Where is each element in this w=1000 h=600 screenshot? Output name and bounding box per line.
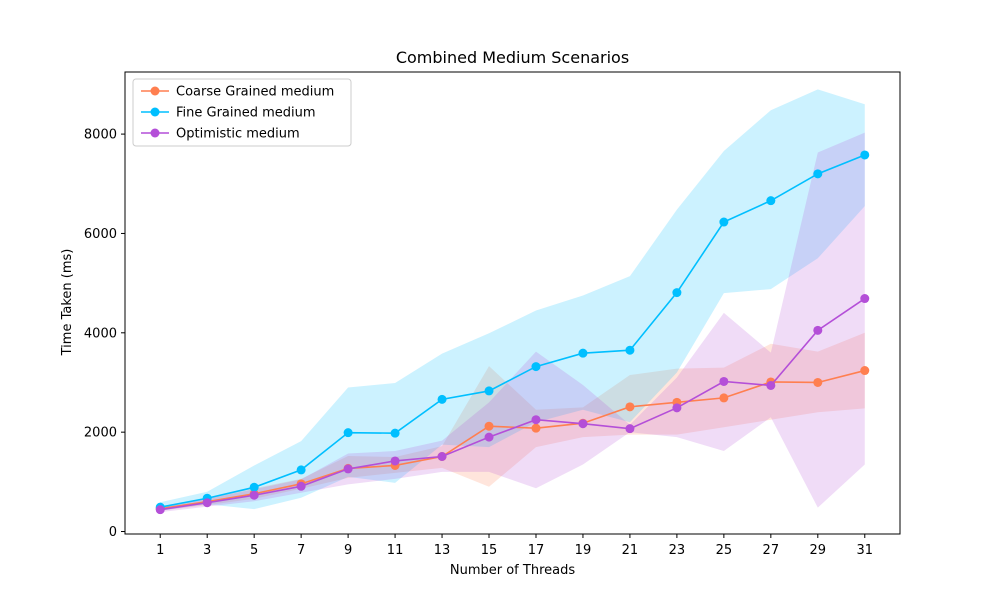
legend: Coarse Grained medium Fine Grained medium… <box>132 78 352 147</box>
point-series-1 <box>813 377 823 387</box>
x-tick-label: 13 <box>434 543 451 558</box>
legend-marker <box>150 86 160 96</box>
point-series-2 <box>672 288 682 298</box>
legend-label: Optimistic medium <box>176 127 300 142</box>
x-tick-label: 29 <box>810 543 827 558</box>
y-tick-label: 2000 <box>84 426 117 441</box>
point-series-3 <box>578 419 588 429</box>
point-series-1 <box>719 393 729 403</box>
point-series-3 <box>813 325 823 335</box>
point-series-2 <box>531 362 541 372</box>
y-tick-label: 8000 <box>84 128 117 143</box>
x-tick-label: 25 <box>716 543 733 558</box>
point-series-3 <box>531 415 541 425</box>
point-series-3 <box>719 376 729 386</box>
y-tick-label: 6000 <box>84 227 117 242</box>
point-series-2 <box>437 394 447 404</box>
legend-marker <box>150 128 160 138</box>
x-tick-label: 15 <box>481 543 498 558</box>
x-tick-label: 27 <box>763 543 780 558</box>
point-series-2 <box>343 428 353 438</box>
point-series-3 <box>390 456 400 466</box>
point-series-3 <box>860 294 870 304</box>
line-series-3 <box>160 297 866 511</box>
point-series-3 <box>249 490 259 500</box>
x-tick-label: 17 <box>528 543 545 558</box>
x-tick-label: 3 <box>203 543 211 558</box>
point-series-2 <box>484 386 494 396</box>
x-axis-ticks: 1 3 5 7 9 11 13 15 17 19 21 23 25 27 29 31 <box>156 534 873 558</box>
point-series-3 <box>155 505 165 515</box>
chart-title: Combined Medium Scenarios <box>396 48 629 67</box>
point-series-2 <box>719 217 729 227</box>
band-series-1 <box>160 332 865 511</box>
point-series-3 <box>296 481 306 491</box>
x-axis-label: Number of Threads <box>450 563 575 578</box>
point-series-3 <box>484 432 494 442</box>
x-tick-label: 9 <box>344 543 352 558</box>
point-series-1 <box>860 366 870 376</box>
line-series-2 <box>160 154 866 508</box>
y-axis-ticks: 0 2000 4000 6000 8000 <box>84 128 125 540</box>
axes: 1 3 5 7 9 11 13 15 17 19 21 23 25 27 29 31 020004000600… <box>84 71 901 558</box>
y-tick-label: 0 <box>109 525 117 540</box>
x-tick-label: 11 <box>387 543 404 558</box>
x-tick-label: 7 <box>297 543 305 558</box>
point-series-2 <box>625 345 635 355</box>
legend-label: Fine Grained medium <box>176 106 316 121</box>
point-series-1 <box>484 421 494 431</box>
x-tick-label: 19 <box>575 543 592 558</box>
plot-frame <box>124 71 901 535</box>
x-tick-label: 21 <box>622 543 639 558</box>
y-tick-label: 4000 <box>84 326 117 341</box>
point-series-2 <box>813 169 823 179</box>
point-series-2 <box>249 482 259 492</box>
point-series-2 <box>860 150 870 160</box>
point-series-1 <box>531 423 541 433</box>
point-series-2 <box>296 465 306 475</box>
point-series-2 <box>578 348 588 358</box>
point-series-2 <box>390 428 400 438</box>
x-tick-label: 1 <box>156 543 164 558</box>
legend-marker <box>150 107 160 117</box>
x-tick-label: 23 <box>669 543 686 558</box>
x-tick-label: 31 <box>856 543 873 558</box>
confidence-bands <box>160 89 865 513</box>
point-series-2 <box>766 196 776 206</box>
point-series-3 <box>625 424 635 434</box>
point-series-3 <box>766 380 776 390</box>
x-tick-label: 5 <box>250 543 258 558</box>
point-series-1 <box>625 402 635 412</box>
point-series-3 <box>437 452 447 462</box>
band-series-2 <box>160 89 865 511</box>
point-series-3 <box>202 498 212 508</box>
legend-box <box>132 78 352 147</box>
band-series-3 <box>160 132 865 513</box>
line-series-1 <box>160 369 865 510</box>
legend-label: Coarse Grained medium <box>176 85 334 100</box>
y-axis-label: Time Taken (ms) <box>60 249 75 357</box>
series-lines <box>155 150 870 515</box>
point-series-3 <box>343 464 353 474</box>
point-series-3 <box>672 403 682 413</box>
